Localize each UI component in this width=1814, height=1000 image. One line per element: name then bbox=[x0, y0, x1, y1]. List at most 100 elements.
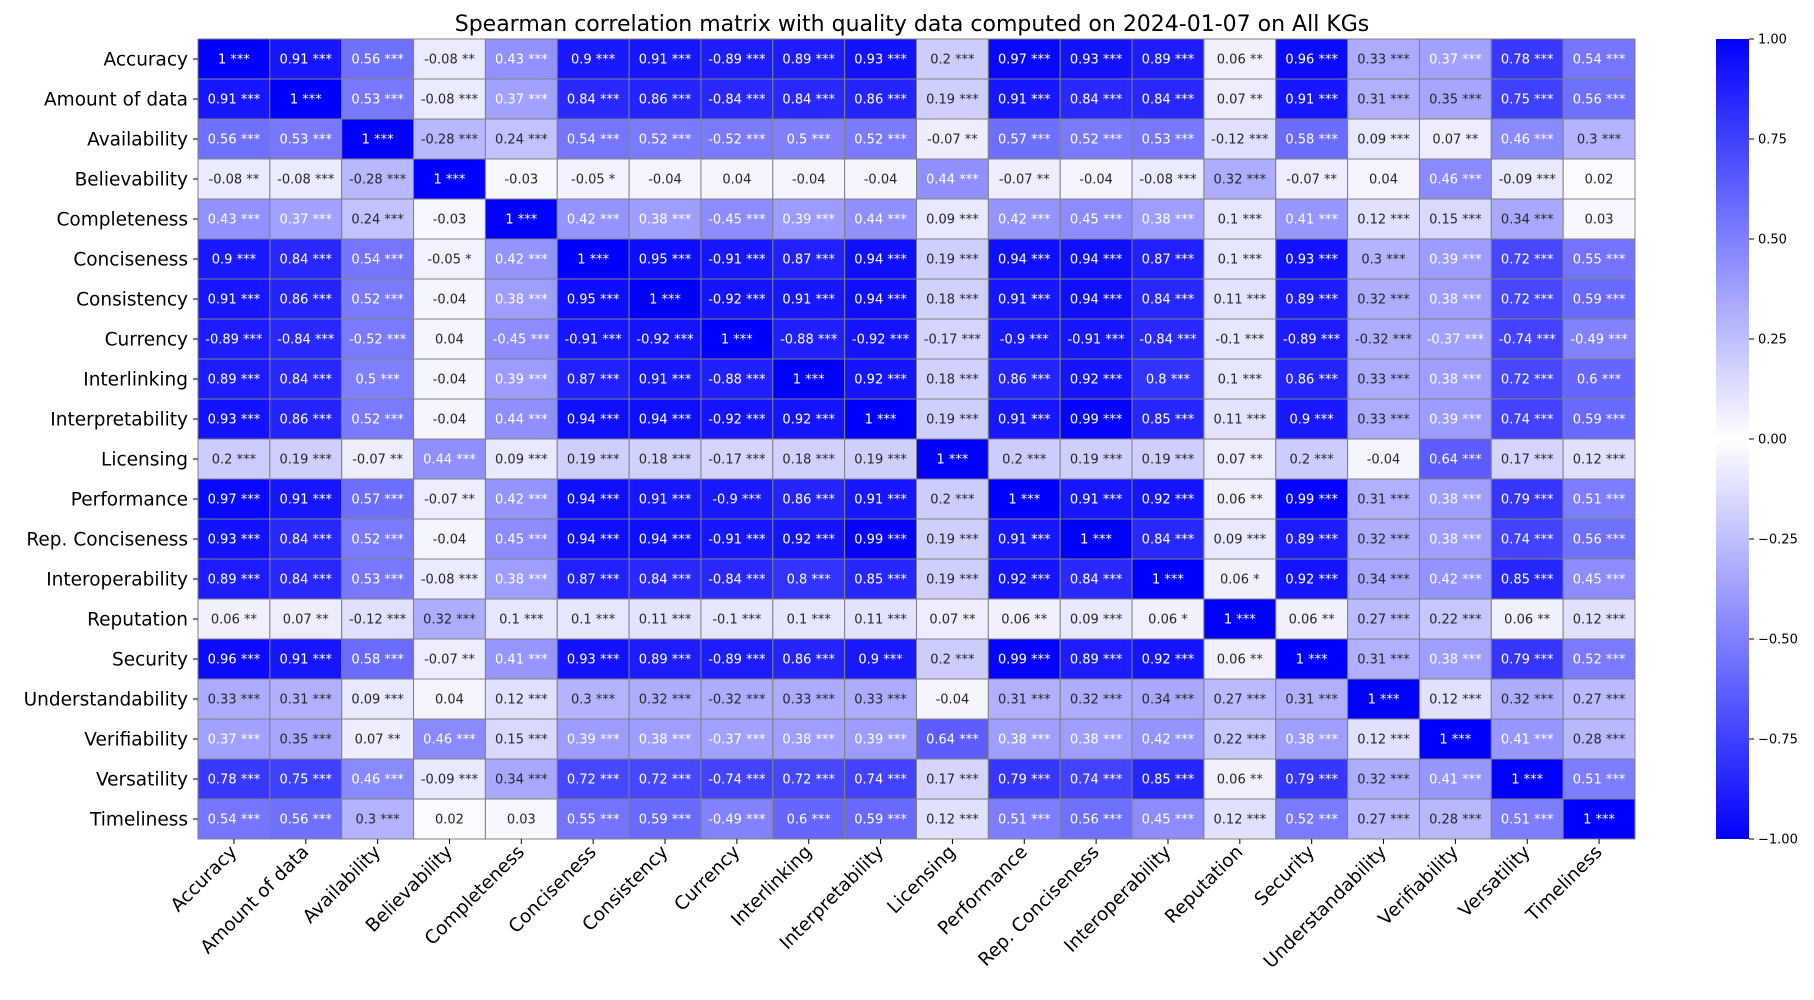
cell-value-label: -0.91 *** bbox=[565, 333, 623, 348]
cell-value-label: -0.04 bbox=[648, 173, 682, 188]
heatmap-cell bbox=[269, 78, 343, 120]
heatmap-cell bbox=[772, 558, 846, 600]
heatmap-cell bbox=[1418, 278, 1492, 320]
heatmap-cell bbox=[700, 238, 774, 280]
cell-value-label: -0.17 *** bbox=[708, 453, 766, 468]
cell-value-label: 0.84 *** bbox=[1142, 533, 1195, 548]
heatmap-cell bbox=[269, 438, 343, 480]
cell-value-label: -0.04 bbox=[433, 293, 467, 308]
cell-value-label: 0.59 *** bbox=[1573, 293, 1626, 308]
cell-value-label: 0.35 *** bbox=[279, 733, 332, 748]
cell-value-label: 0.59 *** bbox=[639, 813, 692, 828]
cell-value-label: 0.38 *** bbox=[1070, 733, 1123, 748]
x-tick-label: Accuracy bbox=[167, 842, 242, 917]
cell-value-label: 0.56 *** bbox=[351, 53, 404, 68]
heatmap-cell bbox=[1131, 38, 1205, 80]
heatmap-cell bbox=[1275, 158, 1349, 200]
cell-value-label: -0.9 *** bbox=[1000, 333, 1049, 348]
cell-value-label: 0.91 *** bbox=[1285, 93, 1338, 108]
heatmap-cell bbox=[1131, 318, 1205, 360]
heatmap-cell bbox=[1131, 798, 1205, 840]
cell-value-label: 0.52 *** bbox=[351, 533, 404, 548]
cell-value-label: 0.72 *** bbox=[1501, 253, 1554, 268]
cell-value-label: 0.91 *** bbox=[854, 493, 907, 508]
cell-value-label: 0.99 *** bbox=[998, 653, 1051, 668]
heatmap-cell bbox=[341, 678, 415, 720]
cell-value-label: -0.37 *** bbox=[708, 733, 766, 748]
cell-value-label: 0.51 *** bbox=[998, 813, 1051, 828]
heatmap-cell bbox=[1059, 678, 1133, 720]
cell-value-label: 0.32 *** bbox=[1357, 293, 1410, 308]
heatmap-cell bbox=[628, 198, 702, 240]
cell-value-label: 0.5 *** bbox=[787, 133, 832, 148]
cell-value-label: -0.12 *** bbox=[1211, 133, 1269, 148]
cell-value-label: 0.57 *** bbox=[998, 133, 1051, 148]
heatmap-cell bbox=[269, 398, 343, 440]
cell-value-label: 0.45 *** bbox=[1142, 813, 1195, 828]
cell-value-label: 0.07 ** bbox=[355, 733, 402, 748]
cell-value-label: 0.15 *** bbox=[1429, 213, 1482, 228]
heatmap-cell bbox=[1490, 598, 1564, 640]
cell-value-label: -0.32 *** bbox=[708, 693, 766, 708]
cell-value-label: -0.84 *** bbox=[708, 93, 766, 108]
cell-value-label: 0.02 bbox=[1585, 173, 1614, 188]
heatmap-cell bbox=[1347, 518, 1420, 560]
cell-value-label: 0.91 *** bbox=[1070, 493, 1123, 508]
cell-value-label: 0.56 *** bbox=[279, 813, 332, 828]
heatmap-cell bbox=[1203, 278, 1277, 320]
heatmap-cell bbox=[1418, 518, 1492, 560]
heatmap-cell bbox=[1347, 198, 1420, 240]
heatmap-cell bbox=[556, 478, 630, 520]
cell-value-label: 0.07 ** bbox=[1432, 133, 1479, 148]
cell-value-label: 0.52 *** bbox=[639, 133, 692, 148]
cell-value-label: 0.92 *** bbox=[854, 373, 907, 388]
cell-value-label: -0.91 *** bbox=[708, 253, 766, 268]
heatmap-cell bbox=[628, 158, 702, 200]
heatmap-cell bbox=[341, 558, 415, 600]
cell-value-label: 0.89 *** bbox=[1285, 293, 1338, 308]
heatmap-cell bbox=[1490, 478, 1564, 520]
cell-value-label: 0.86 *** bbox=[782, 493, 835, 508]
cell-value-label: 0.39 *** bbox=[782, 213, 835, 228]
cell-value-label: 0.06 * bbox=[1220, 573, 1260, 588]
heatmap-cell bbox=[1131, 118, 1205, 160]
cell-value-label: 0.06 ** bbox=[1217, 493, 1264, 508]
heatmap-cell bbox=[197, 158, 271, 200]
heatmap-cell bbox=[1131, 438, 1205, 480]
cell-value-label: 0.18 *** bbox=[639, 453, 692, 468]
cell-value-label: 0.31 *** bbox=[1285, 693, 1338, 708]
cell-value-label: -0.08 *** bbox=[421, 93, 479, 108]
heatmap-cell bbox=[700, 678, 774, 720]
colorbar-tick-label: −1.00 bbox=[1758, 833, 1798, 848]
heatmap-cell bbox=[1203, 358, 1277, 400]
cell-value-label: 0.09 *** bbox=[1070, 613, 1123, 628]
cell-value-label: 0.89 *** bbox=[639, 653, 692, 668]
heatmap-cell bbox=[987, 558, 1061, 600]
cell-value-label: 0.52 *** bbox=[1070, 133, 1123, 148]
cell-value-label: 0.38 *** bbox=[782, 733, 835, 748]
heatmap-cell bbox=[341, 758, 415, 800]
cell-value-label: 0.38 *** bbox=[1429, 373, 1482, 388]
cell-value-label: -0.89 *** bbox=[708, 653, 766, 668]
cell-value-label: 0.99 *** bbox=[1285, 493, 1338, 508]
heatmap-cell bbox=[413, 238, 486, 280]
heatmap-cell bbox=[1490, 38, 1564, 80]
colorbar-tick-label: −0.50 bbox=[1758, 633, 1798, 648]
cell-value-label: -0.28 *** bbox=[349, 173, 407, 188]
cell-value-label: 0.56 *** bbox=[1573, 533, 1626, 548]
cell-value-label: 0.03 bbox=[507, 813, 536, 828]
y-tick-label: Understandability bbox=[24, 690, 188, 711]
heatmap-cell bbox=[772, 398, 846, 440]
colorbar-tick-label: 1.00 bbox=[1758, 33, 1787, 48]
cell-value-label: 1 *** bbox=[1080, 533, 1112, 548]
cell-value-label: 0.91 *** bbox=[998, 293, 1051, 308]
cell-value-label: 1 *** bbox=[577, 253, 609, 268]
cell-value-label: 0.45 *** bbox=[1573, 573, 1626, 588]
cell-value-label: 0.37 *** bbox=[495, 93, 548, 108]
cell-value-label: 0.89 *** bbox=[1285, 533, 1338, 548]
heatmap-cell bbox=[197, 358, 271, 400]
cell-value-label: 0.92 *** bbox=[1142, 653, 1195, 668]
cell-value-label: 0.38 *** bbox=[639, 733, 692, 748]
cell-value-label: 0.06 ** bbox=[1289, 613, 1336, 628]
cell-value-label: 0.41 *** bbox=[1285, 213, 1338, 228]
